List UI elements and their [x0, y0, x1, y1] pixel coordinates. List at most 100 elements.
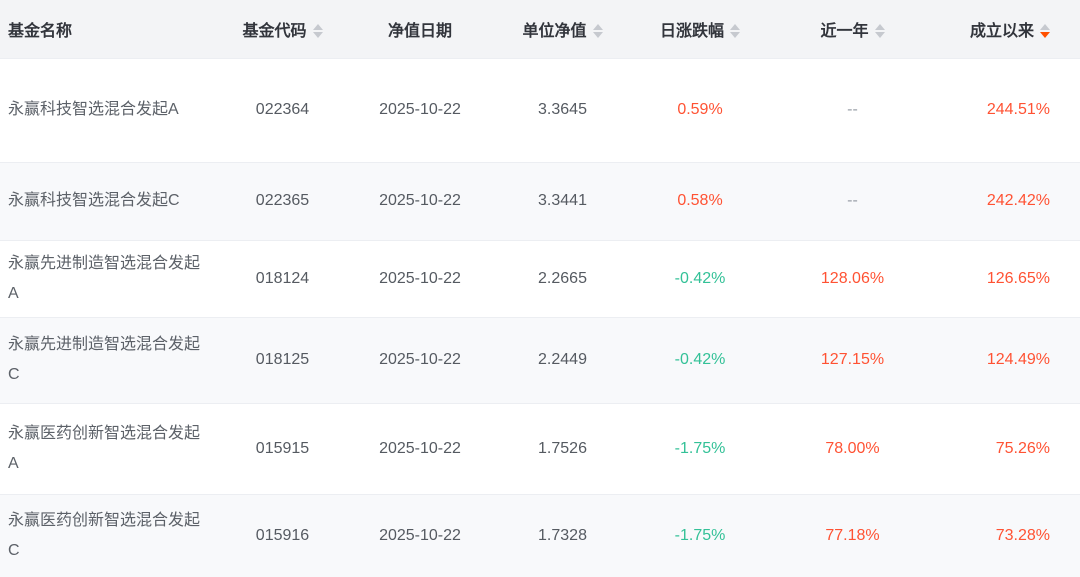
- table-row: 永赢先进制造智选混合发起C 018125 2025-10-22 2.2449 -…: [0, 316, 1080, 403]
- column-header-label: 成立以来: [969, 22, 1034, 40]
- sort-desc-icon[interactable]: [1040, 31, 1050, 38]
- nav-date-cell: 2025-10-22: [335, 57, 505, 162]
- one-year-cell: 77.18%: [780, 493, 925, 577]
- unit-nav: 1.7526: [538, 439, 587, 457]
- daily-change-cell: -1.75%: [620, 493, 780, 577]
- one-year-cell: 128.06%: [780, 239, 925, 317]
- daily-change-cell: 0.58%: [620, 161, 780, 240]
- sort-asc-icon[interactable]: [730, 23, 740, 30]
- nav-date-cell: 2025-10-22: [335, 239, 505, 317]
- daily-change-value: -1.75%: [674, 526, 726, 544]
- nav-date: 2025-10-22: [379, 269, 461, 287]
- table-header-row: 基金名称 基金代码 净值日期 单位净值 日涨跌幅 近一年 成立以来: [0, 0, 1080, 58]
- nav-date-cell: 2025-10-22: [335, 402, 505, 494]
- one-year-cell: 127.15%: [780, 316, 925, 403]
- nav-date: 2025-10-22: [379, 439, 461, 457]
- unit-nav-cell: 1.7526: [505, 402, 620, 494]
- unit-nav: 1.7328: [538, 526, 587, 544]
- fund-name: 永赢医药创新智选混合发起A: [8, 424, 201, 472]
- one-year-value: 127.15%: [820, 351, 885, 368]
- nav-date: 2025-10-22: [379, 101, 461, 118]
- nav-date-cell: 2025-10-22: [335, 316, 505, 403]
- fund-code-cell: 018124: [230, 239, 335, 317]
- unit-nav-cell: 1.7328: [505, 493, 620, 577]
- unit-nav-cell: 2.2449: [505, 316, 620, 403]
- column-header-daily-change[interactable]: 日涨跌幅: [620, 0, 780, 58]
- fund-code: 018124: [255, 269, 310, 287]
- table-row: 永赢医药创新智选混合发起A 015915 2025-10-22 1.7526 -…: [0, 402, 1080, 494]
- nav-date-cell: 2025-10-22: [335, 161, 505, 240]
- since-inception-cell: 75.26%: [925, 402, 1080, 494]
- sort-asc-icon[interactable]: [874, 23, 885, 30]
- column-header-label: 近一年: [820, 22, 869, 40]
- since-inception-value: 244.51%: [986, 101, 1050, 118]
- sort-asc-icon[interactable]: [592, 23, 603, 30]
- column-header-label: 日涨跌幅: [659, 22, 724, 40]
- since-inception-cell: 244.51%: [925, 57, 1080, 162]
- sort-icon[interactable]: [312, 23, 323, 38]
- since-inception-cell: 124.49%: [925, 316, 1080, 403]
- since-inception-value: 242.42%: [986, 192, 1050, 209]
- sort-icon[interactable]: [592, 23, 603, 38]
- column-header-label: 基金代码: [242, 22, 307, 40]
- sort-desc-icon[interactable]: [730, 31, 740, 38]
- since-inception-cell: 242.42%: [925, 161, 1080, 240]
- nav-date: 2025-10-22: [379, 526, 461, 544]
- since-inception-value: 124.49%: [986, 351, 1050, 368]
- column-header-label: 净值日期: [387, 22, 452, 40]
- nav-date: 2025-10-22: [379, 351, 461, 368]
- fund-name: 永赢科技智选混合发起A: [8, 101, 179, 118]
- one-year-value: --: [847, 192, 858, 209]
- fund-name-cell: 永赢先进制造智选混合发起A: [0, 239, 230, 317]
- fund-code: 015915: [255, 439, 310, 457]
- nav-date: 2025-10-22: [379, 192, 461, 209]
- fund-code-cell: 022364: [230, 57, 335, 162]
- daily-change-value: -0.42%: [674, 351, 726, 368]
- daily-change-cell: 0.59%: [620, 57, 780, 162]
- nav-date-cell: 2025-10-22: [335, 493, 505, 577]
- column-header-label: 单位净值: [522, 22, 587, 40]
- fund-code-cell: 022365: [230, 161, 335, 240]
- since-inception-cell: 126.65%: [925, 239, 1080, 317]
- sort-asc-icon[interactable]: [1040, 23, 1050, 30]
- daily-change-value: -0.42%: [674, 269, 726, 287]
- one-year-value: 128.06%: [820, 269, 885, 287]
- sort-desc-icon[interactable]: [874, 31, 885, 38]
- one-year-value: --: [847, 101, 858, 118]
- daily-change-cell: -1.75%: [620, 402, 780, 494]
- one-year-cell: --: [780, 161, 925, 240]
- daily-change-value: -1.75%: [674, 439, 726, 457]
- fund-code: 022365: [255, 192, 310, 209]
- daily-change-value: 0.59%: [677, 101, 723, 118]
- column-header-fund-code[interactable]: 基金代码: [230, 0, 335, 58]
- sort-icon[interactable]: [874, 23, 885, 38]
- sort-icon-active[interactable]: [1040, 23, 1050, 38]
- unit-nav: 3.3441: [538, 192, 587, 209]
- fund-name-cell: 永赢医药创新智选混合发起C: [0, 493, 230, 577]
- sort-asc-icon[interactable]: [312, 23, 323, 30]
- daily-change-cell: -0.42%: [620, 239, 780, 317]
- column-header-since-inception[interactable]: 成立以来: [925, 0, 1080, 58]
- column-header-one-year[interactable]: 近一年: [780, 0, 925, 58]
- column-header-label: 基金名称: [8, 22, 73, 40]
- since-inception-value: 75.26%: [995, 439, 1050, 457]
- fund-name-cell: 永赢科技智选混合发起A: [0, 57, 230, 162]
- table-row: 永赢科技智选混合发起C 022365 2025-10-22 3.3441 0.5…: [0, 161, 1080, 240]
- sort-icon[interactable]: [730, 23, 740, 38]
- fund-code: 015916: [255, 526, 310, 544]
- one-year-cell: 78.00%: [780, 402, 925, 494]
- since-inception-cell: 73.28%: [925, 493, 1080, 577]
- table-row: 永赢先进制造智选混合发起A 018124 2025-10-22 2.2665 -…: [0, 239, 1080, 317]
- column-header-unit-nav[interactable]: 单位净值: [505, 0, 620, 58]
- column-header-nav-date: 净值日期: [335, 0, 505, 58]
- fund-code: 018125: [255, 351, 310, 368]
- fund-name-cell: 永赢先进制造智选混合发起C: [0, 316, 230, 403]
- daily-change-value: 0.58%: [677, 192, 723, 209]
- unit-nav: 2.2449: [538, 351, 587, 368]
- table-row: 永赢科技智选混合发起A 022364 2025-10-22 3.3645 0.5…: [0, 57, 1080, 162]
- fund-code: 022364: [255, 101, 310, 118]
- column-header-fund-name: 基金名称: [0, 0, 230, 58]
- sort-desc-icon[interactable]: [592, 31, 603, 38]
- sort-desc-icon[interactable]: [312, 31, 323, 38]
- one-year-value: 78.00%: [825, 439, 880, 457]
